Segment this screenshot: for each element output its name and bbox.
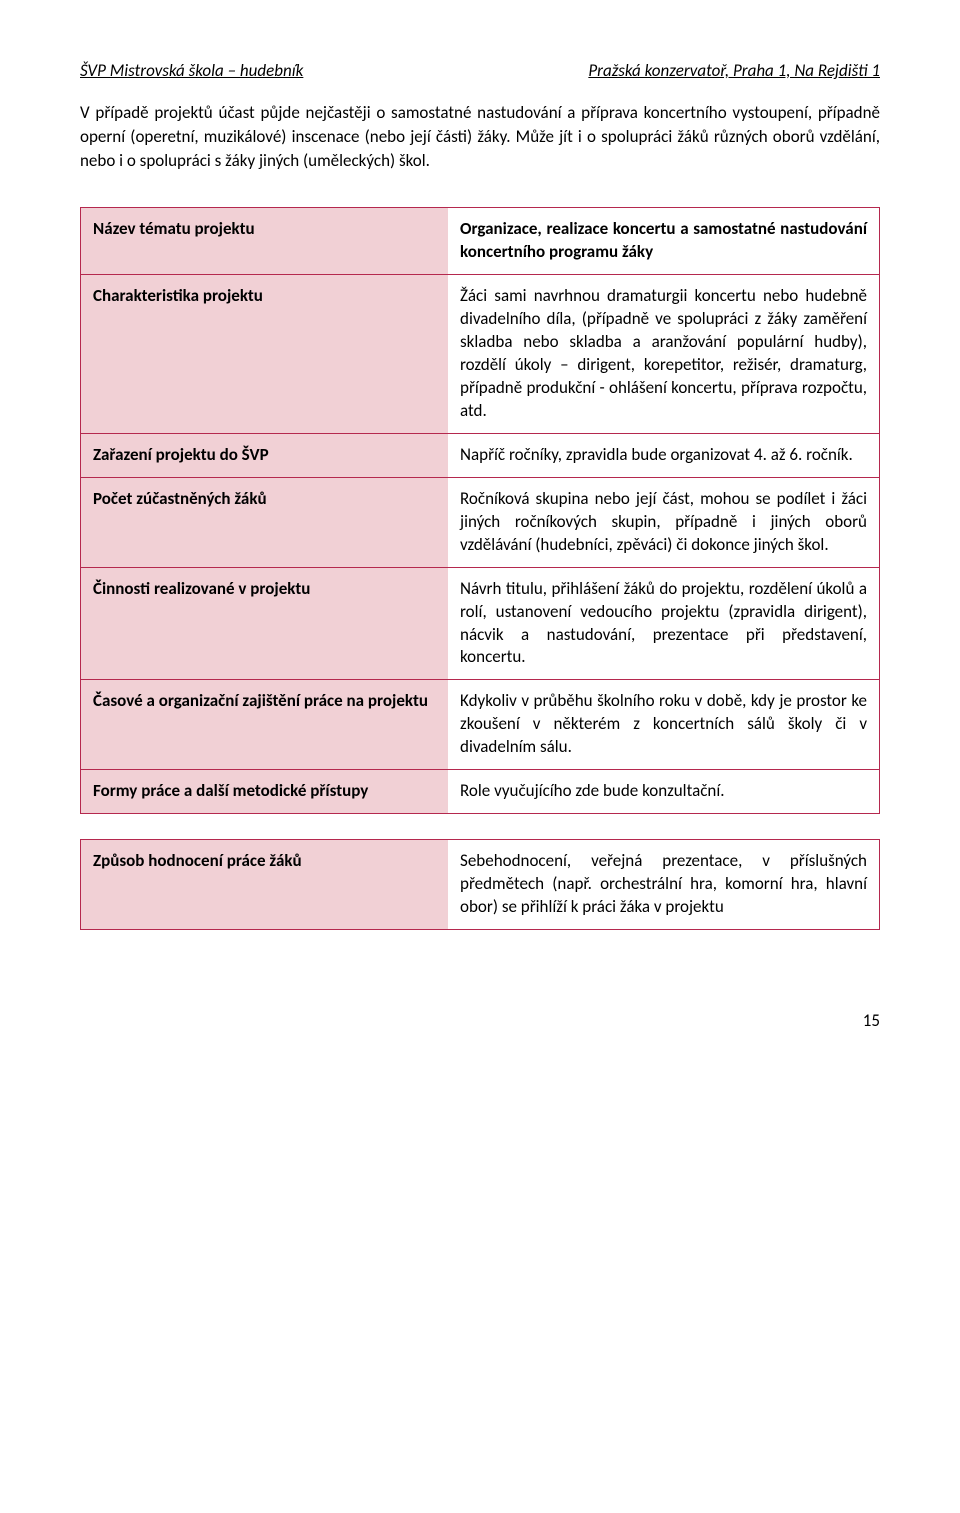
row-label: Počet zúčastněných žáků bbox=[81, 477, 449, 567]
row-value: Sebehodnocení, veřejná prezentace, v pří… bbox=[448, 840, 879, 930]
page-number: 15 bbox=[80, 1010, 880, 1031]
row-value: Žáci sami navrhnou dramaturgii koncertu … bbox=[448, 275, 879, 434]
row-value: Organizace, realizace koncertu a samosta… bbox=[448, 208, 879, 275]
row-label: Zařazení projektu do ŠVP bbox=[81, 433, 449, 477]
row-label: Název tématu projektu bbox=[81, 208, 449, 275]
row-label: Způsob hodnocení práce žáků bbox=[81, 840, 449, 930]
intro-paragraph: V případě projektů účast půjde nejčastěj… bbox=[80, 101, 880, 172]
row-value: Role vyučujícího zde bude konzultační. bbox=[448, 770, 879, 814]
row-value: Návrh titulu, přihlášení žáků do projekt… bbox=[448, 567, 879, 680]
row-label: Činnosti realizované v projektu bbox=[81, 567, 449, 680]
project-table-secondary: Způsob hodnocení práce žáků Sebehodnocen… bbox=[80, 839, 880, 930]
header-left: ŠVP Mistrovská škola – hudebník bbox=[80, 60, 303, 81]
row-label: Časové a organizační zajištění práce na … bbox=[81, 680, 449, 770]
page: ŠVP Mistrovská škola – hudebník Pražská … bbox=[0, 0, 960, 1071]
project-table-main: Název tématu projektu Organizace, realiz… bbox=[80, 207, 880, 814]
row-label: Formy práce a další metodické přístupy bbox=[81, 770, 449, 814]
header-right: Pražská konzervatoř, Praha 1, Na Rejdišt… bbox=[588, 60, 880, 81]
running-header: ŠVP Mistrovská škola – hudebník Pražská … bbox=[80, 60, 880, 81]
row-label: Charakteristika projektu bbox=[81, 275, 449, 434]
row-value: Ročníková skupina nebo její část, mohou … bbox=[448, 477, 879, 567]
row-value: Kdykoliv v průběhu školního roku v době,… bbox=[448, 680, 879, 770]
row-value: Napříč ročníky, zpravidla bude organizov… bbox=[448, 433, 879, 477]
